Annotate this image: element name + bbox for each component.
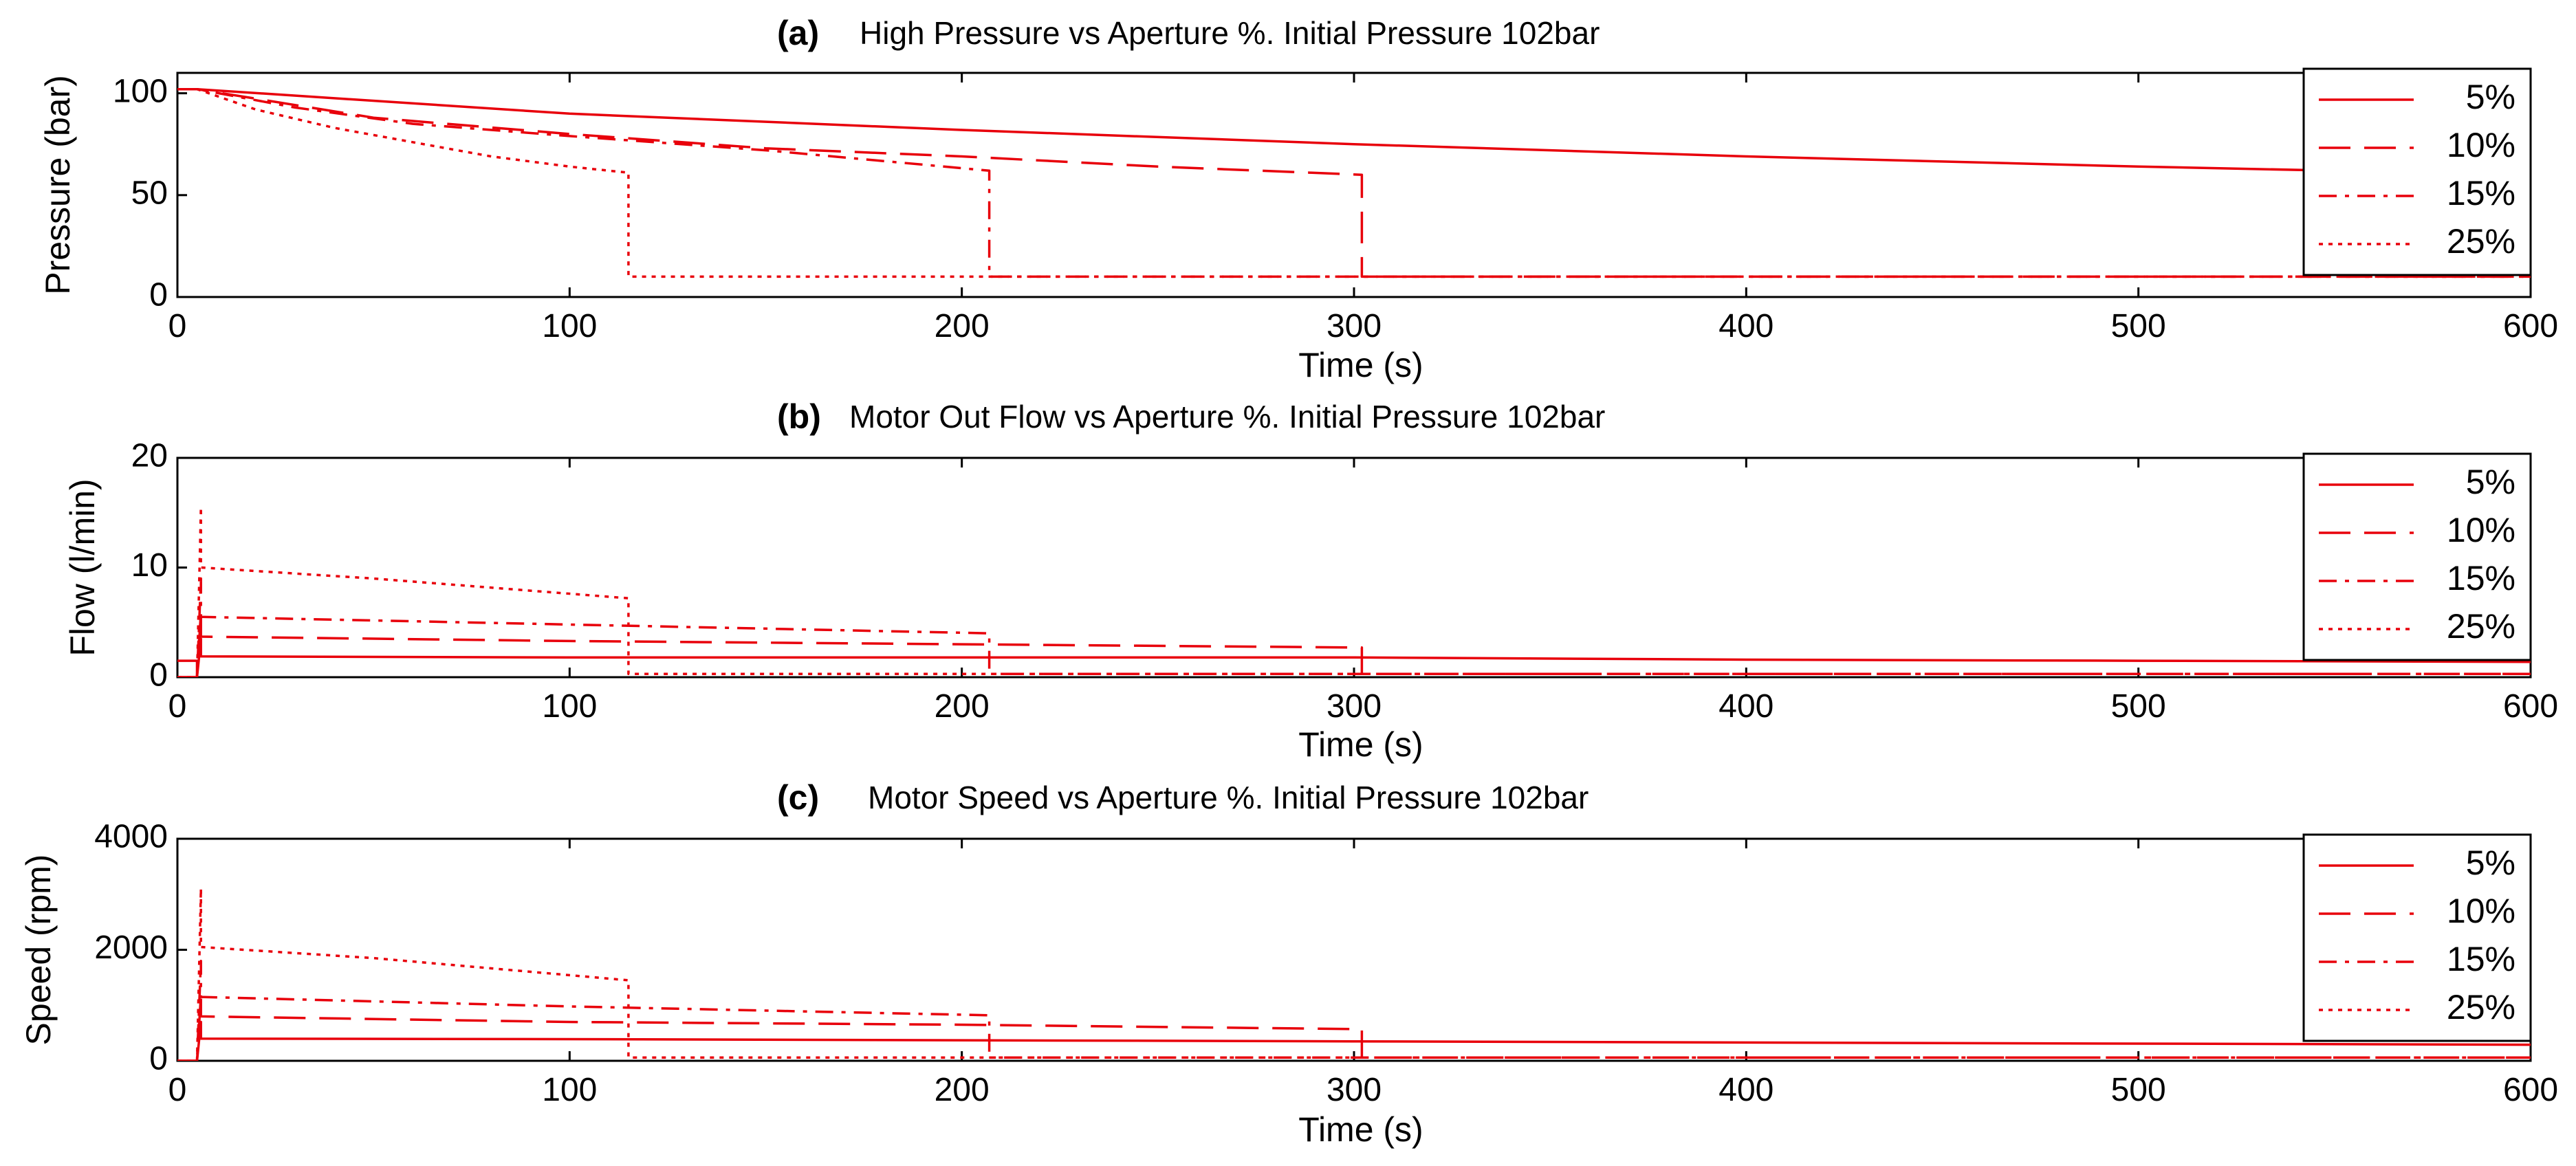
- plot-area: [176, 72, 2532, 298]
- legend-label: 10%: [2447, 126, 2515, 164]
- plot-area: [176, 837, 2532, 1062]
- panel-letter: (b): [777, 397, 821, 436]
- legend: 5% 10% 15% 25%: [2302, 67, 2532, 276]
- x-axis-label: Time (s): [1298, 346, 1423, 384]
- y-axis-label: Flow (l/min): [63, 478, 102, 656]
- x-tick-label: 300: [1327, 1072, 1382, 1108]
- x-tick-label: 0: [168, 1072, 187, 1108]
- x-tick-label: 400: [1718, 308, 1773, 344]
- x-tick-label: 600: [2503, 688, 2558, 725]
- y-tick-label: 0: [149, 657, 168, 694]
- y-tick-label: 20: [131, 438, 168, 474]
- x-tick-label: 600: [2503, 308, 2558, 344]
- legend-label: 15%: [2447, 559, 2515, 597]
- y-tick-label: 4000: [94, 819, 168, 855]
- series-line-15pct: [177, 959, 2531, 1061]
- series-line-15pct: [177, 87, 2531, 278]
- series-line-10pct: [177, 993, 2531, 1061]
- panel-letter: (c): [777, 778, 819, 817]
- series-line-25pct: [177, 87, 2531, 278]
- chart-title: Motor Speed vs Aperture %. Initial Press…: [868, 780, 1589, 815]
- y-axis-label: Speed (rpm): [19, 855, 58, 1046]
- legend: 5% 10% 15% 25%: [2302, 833, 2532, 1042]
- legend-label: 25%: [2447, 607, 2515, 646]
- x-tick-label: 200: [935, 308, 990, 344]
- x-tick-label: 100: [542, 308, 597, 344]
- x-tick-label: 0: [168, 688, 187, 725]
- y-tick-label: 0: [149, 277, 168, 314]
- y-tick-label: 50: [131, 175, 168, 211]
- panel-letter: (a): [777, 14, 819, 52]
- chart-panel-3: (c) Motor Speed vs Aperture %. Initial Pr…: [19, 778, 2558, 1149]
- legend-box: [2302, 452, 2532, 661]
- legend: 5% 10% 15% 25%: [2302, 452, 2532, 661]
- x-tick-label: 300: [1327, 688, 1382, 725]
- x-tick-label: 400: [1718, 688, 1773, 725]
- x-tick-label: 500: [2111, 1072, 2166, 1108]
- x-tick-label: 500: [2111, 308, 2166, 344]
- x-tick-label: 200: [935, 688, 990, 725]
- series-lines: [177, 87, 2531, 278]
- series-line-10pct: [177, 87, 2531, 278]
- legend-label: 5%: [2466, 78, 2515, 116]
- x-tick-label: 100: [542, 688, 597, 725]
- plot-area: [176, 456, 2532, 679]
- chart-panel-1: (a) High Pressure vs Aperture %. Initial …: [39, 14, 2558, 384]
- legend-box: [2302, 67, 2532, 276]
- legend-label: 25%: [2447, 222, 2515, 261]
- series-line-5pct: [177, 87, 2531, 176]
- x-axis-label: Time (s): [1298, 1110, 1423, 1149]
- chart-title: Motor Out Flow vs Aperture %. Initial Pr…: [849, 399, 1605, 434]
- series-line-25pct: [177, 887, 2531, 1061]
- chart-panel-2: (b) Motor Out Flow vs Aperture %. Initial…: [63, 397, 2558, 764]
- legend-label: 15%: [2447, 940, 2515, 978]
- chart-title: High Pressure vs Aperture %. Initial Pre…: [860, 15, 1600, 51]
- x-tick-label: 600: [2503, 1072, 2558, 1108]
- x-tick-label: 400: [1718, 1072, 1773, 1108]
- y-tick-label: 0: [149, 1041, 168, 1077]
- y-tick-label: 2000: [94, 930, 168, 966]
- x-axis-label: Time (s): [1298, 725, 1423, 764]
- legend-label: 25%: [2447, 988, 2515, 1026]
- x-tick-label: 100: [542, 1072, 597, 1108]
- x-tick-label: 200: [935, 1072, 990, 1108]
- y-tick-label: 10: [131, 547, 168, 584]
- series-line-15pct: [177, 577, 2531, 677]
- legend-label: 5%: [2466, 844, 2515, 882]
- x-tick-label: 500: [2111, 688, 2166, 725]
- y-axis-label: Pressure (bar): [39, 75, 77, 295]
- x-tick-label: 300: [1327, 308, 1382, 344]
- series-lines: [177, 506, 2531, 677]
- y-tick-label: 100: [113, 73, 168, 109]
- series-lines: [177, 887, 2531, 1061]
- legend-box: [2302, 833, 2532, 1042]
- legend-label: 10%: [2447, 511, 2515, 549]
- x-tick-label: 0: [168, 308, 187, 344]
- series-line-10pct: [177, 610, 2531, 677]
- legend-label: 10%: [2447, 892, 2515, 930]
- legend-label: 5%: [2466, 463, 2515, 501]
- legend-label: 15%: [2447, 174, 2515, 212]
- series-line-25pct: [177, 506, 2531, 677]
